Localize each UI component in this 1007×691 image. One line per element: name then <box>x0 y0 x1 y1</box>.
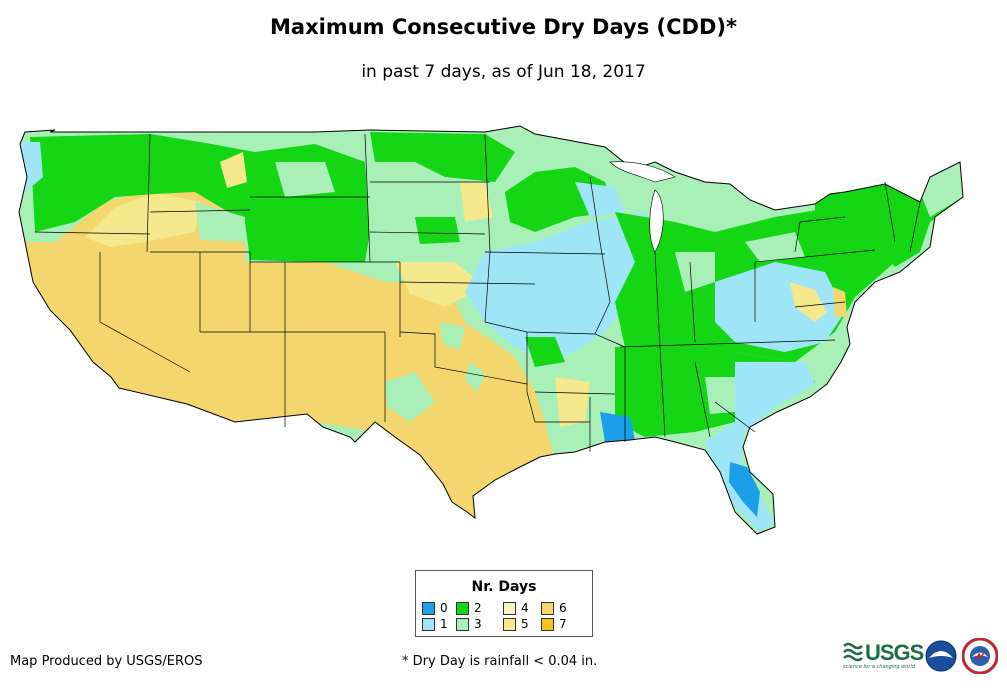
legend-label: 0 <box>440 601 448 615</box>
legend-label: 1 <box>440 617 448 631</box>
legend-swatch <box>503 602 516 615</box>
noaa-logo-text: noaa <box>934 656 949 663</box>
noaa-logo-icon: noaa <box>925 640 957 672</box>
legend-swatch <box>503 618 516 631</box>
legend-label: 3 <box>474 617 482 631</box>
usgs-logo: USGS science for a changing world <box>843 640 924 672</box>
map-subtitle: in past 7 days, as of Jun 18, 2017 <box>361 62 646 82</box>
legend-swatch <box>541 602 554 615</box>
usgs-waves-icon <box>843 642 863 662</box>
legend: Nr. Days 0 1 2 3 4 5 6 7 <box>415 570 593 637</box>
legend-title: Nr. Days <box>471 579 537 595</box>
usgs-logo-text: USGS <box>865 640 924 665</box>
usgs-tagline: science for a changing world <box>843 664 915 670</box>
legend-swatch <box>422 618 435 631</box>
legend-label: 4 <box>521 601 529 615</box>
nws-logo-icon <box>962 638 998 674</box>
legend-label: 6 <box>559 601 567 615</box>
map-credit: Map Produced by USGS/EROS <box>10 654 203 669</box>
legend-swatch <box>456 618 469 631</box>
legend-swatch <box>422 602 435 615</box>
dry-day-footnote: * Dry Day is rainfall < 0.04 in. <box>402 654 598 669</box>
legend-swatch <box>456 602 469 615</box>
legend-swatch <box>541 618 554 631</box>
legend-label: 2 <box>474 601 482 615</box>
conus-cdd-map <box>18 125 964 535</box>
map-title: Maximum Consecutive Dry Days (CDD)* <box>270 15 737 39</box>
legend-label: 7 <box>559 617 567 631</box>
legend-label: 5 <box>521 617 529 631</box>
